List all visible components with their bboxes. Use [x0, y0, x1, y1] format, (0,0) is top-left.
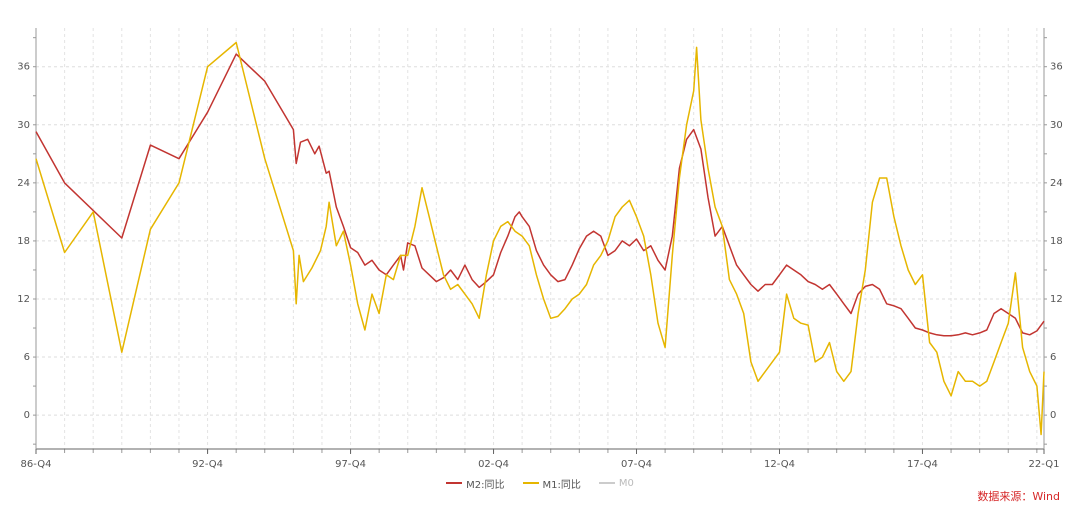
y-tick-label-left: 0 [24, 410, 30, 421]
legend-item-m0[interactable]: M0 [598, 474, 634, 492]
legend-label-m2: M2:同比 [466, 479, 505, 491]
legend-swatch-m1 [522, 482, 539, 484]
y-tick-label-left: 30 [17, 120, 30, 131]
series-line-m2[interactable] [35, 53, 1045, 337]
axes: 0 0 6 6 12 12 18 18 24 24 30 30 36 36 86-Q4 92-Q4 97-Q4 0… [17, 28, 1063, 470]
y-tick-label-right: 18 [1050, 236, 1063, 247]
source-note: 数据来源：Wind [977, 490, 1060, 503]
y-tick-label-right: 36 [1050, 62, 1063, 73]
x-tick-label: 07-Q4 [621, 459, 652, 470]
y-tick-label-left: 18 [17, 236, 30, 247]
x-tick-label: 92-Q4 [192, 459, 223, 470]
legend-label-m1: M1:同比 [542, 479, 581, 491]
y-tick-label-right: 0 [1050, 410, 1056, 421]
x-tick-label: 86-Q4 [21, 459, 52, 470]
y-tick-label-left: 24 [17, 178, 30, 189]
x-tick-label: 02-Q4 [478, 459, 509, 470]
legend: M2:同比 M1:同比 M0 [0, 474, 1080, 492]
x-tick-label: 97-Q4 [335, 459, 366, 470]
x-tick-label: 12-Q4 [764, 459, 795, 470]
y-tick-label-right: 12 [1050, 294, 1063, 305]
legend-label-m0: M0 [618, 477, 634, 489]
y-tick-label-left: 36 [17, 62, 30, 73]
y-tick-label-left: 6 [24, 352, 30, 363]
legend-item-m2[interactable]: M2:同比 [446, 474, 505, 492]
series-line-m1[interactable] [35, 41, 1045, 436]
y-tick-label-right: 24 [1050, 178, 1063, 189]
y-tick-label-right: 30 [1050, 120, 1063, 131]
legend-swatch-m0 [598, 482, 615, 484]
y-tick-label-left: 12 [17, 294, 30, 305]
legend-item-m1[interactable]: M1:同比 [522, 474, 581, 492]
x-tick-label: 22-Q1 [1029, 459, 1060, 470]
grid [36, 28, 1044, 449]
y-tick-label-right: 6 [1050, 352, 1056, 363]
legend-swatch-m2 [446, 482, 463, 484]
series-layer [35, 41, 1045, 436]
x-tick-label: 17-Q4 [907, 459, 938, 470]
